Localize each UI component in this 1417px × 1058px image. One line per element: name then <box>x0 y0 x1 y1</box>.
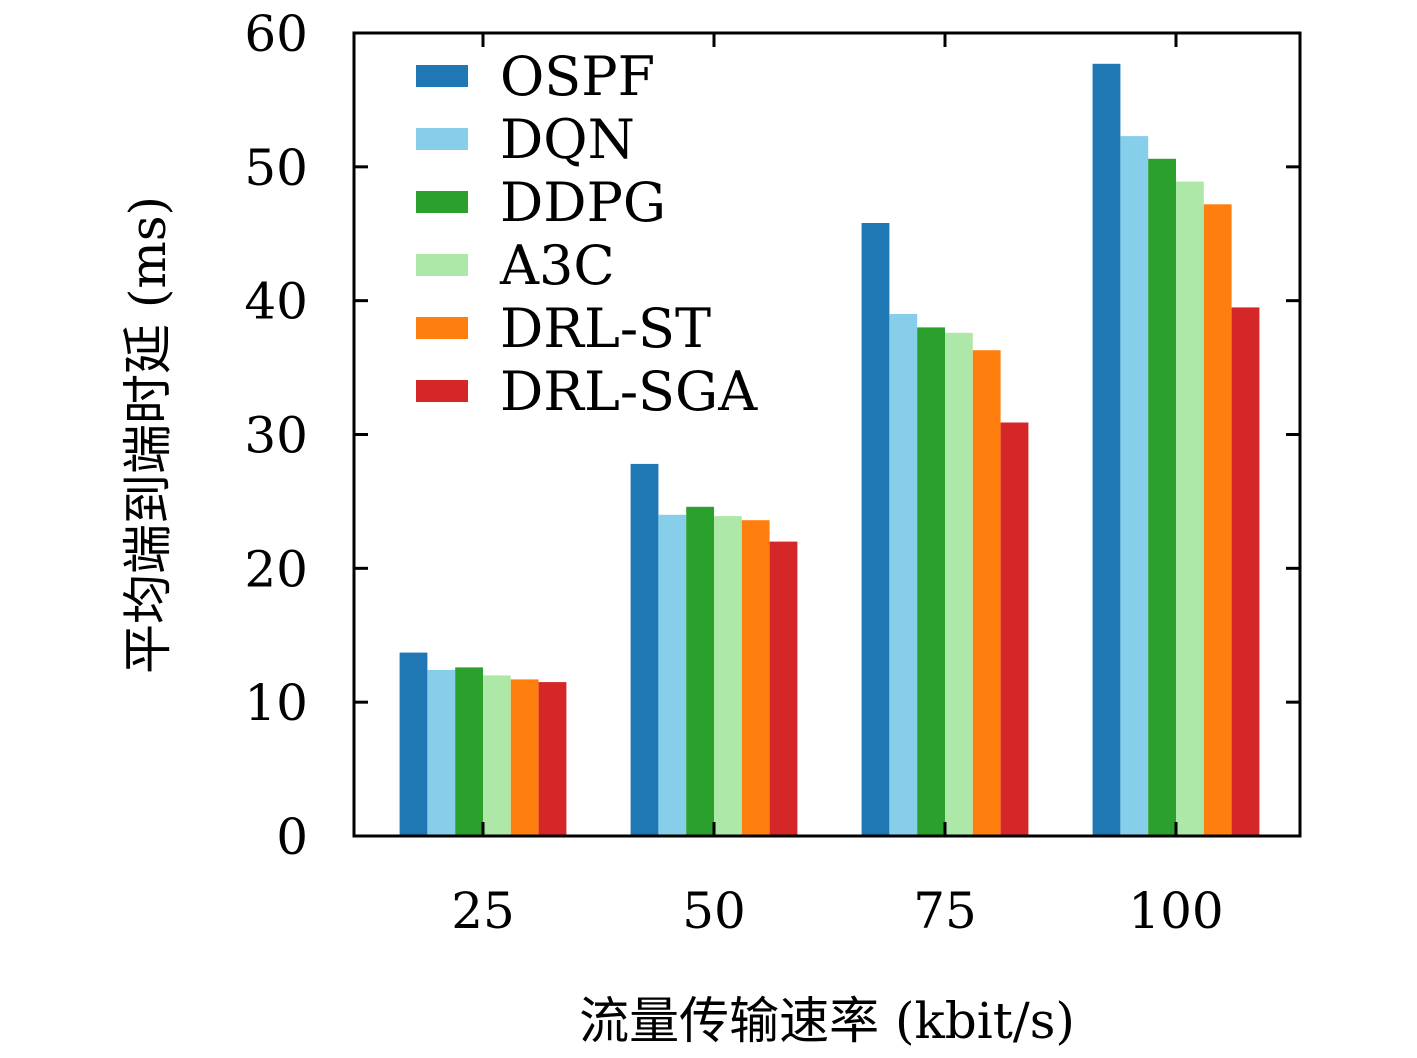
x-tick-label: 25 <box>451 882 515 940</box>
bar-ddpg-100 <box>1148 158 1176 837</box>
legend-swatch-dqn <box>416 128 468 150</box>
y-axis: 0 10 20 30 40 50 60 <box>244 5 1300 866</box>
x-axis-title: 流量传输速率 (kbit/s) <box>579 992 1075 1050</box>
y-tick-label: 10 <box>244 674 308 732</box>
bar-ddpg-75 <box>917 327 945 836</box>
y-tick-label: 40 <box>244 273 308 331</box>
bar-drl-sga-75 <box>1000 422 1029 836</box>
legend-label-ospf: OSPF <box>500 45 655 108</box>
bar-drl-st-100 <box>1203 204 1232 837</box>
bar-dqn-25 <box>427 670 456 836</box>
bar-ddpg-25 <box>455 667 483 836</box>
bar-dqn-100 <box>1120 136 1149 837</box>
bar-ddpg-50 <box>686 506 714 836</box>
bar-drl-sga-25 <box>538 682 567 836</box>
y-tick-label: 20 <box>244 540 308 598</box>
bar-drl-sga-50 <box>769 541 798 836</box>
legend-swatch-ospf <box>416 65 468 87</box>
bar-dqn-50 <box>658 514 687 836</box>
y-tick-label: 50 <box>244 139 308 197</box>
x-tick-label: 75 <box>913 882 977 940</box>
x-tick-label: 50 <box>682 882 746 940</box>
legend-label-drl-st: DRL-ST <box>500 297 711 360</box>
bar-a3c-75 <box>945 332 973 836</box>
x-tick-label: 100 <box>1128 882 1223 940</box>
y-axis-title: 平均端到端时延 (ms) <box>119 196 177 674</box>
bar-ospf-75 <box>861 223 890 836</box>
legend-swatch-drl-sga <box>416 380 468 402</box>
legend-label-dqn: DQN <box>500 108 635 171</box>
y-tick-label: 30 <box>244 407 308 465</box>
bar-ospf-25 <box>399 652 428 836</box>
bar-drl-st-50 <box>741 520 770 836</box>
bar-dqn-75 <box>889 314 918 836</box>
bar-ospf-100 <box>1092 63 1121 837</box>
legend-label-ddpg: DDPG <box>500 171 666 234</box>
legend-label-drl-sga: DRL-SGA <box>500 360 758 423</box>
bar-drl-st-75 <box>972 350 1001 836</box>
legend-swatch-ddpg <box>416 191 468 213</box>
bar-drl-st-25 <box>510 679 539 836</box>
y-tick-label: 60 <box>244 5 308 63</box>
legend-swatch-drl-st <box>416 317 468 339</box>
bars-group <box>399 63 1260 837</box>
x-axis: 25 50 75 100 <box>451 33 1224 940</box>
bar-a3c-50 <box>714 516 742 836</box>
bar-a3c-100 <box>1176 181 1204 837</box>
legend-swatch-a3c <box>416 254 468 276</box>
y-tick-label: 0 <box>276 808 308 866</box>
bar-a3c-25 <box>483 675 511 836</box>
bar-drl-sga-100 <box>1231 307 1260 836</box>
legend-label-a3c: A3C <box>499 234 615 297</box>
bar-ospf-50 <box>630 463 659 836</box>
